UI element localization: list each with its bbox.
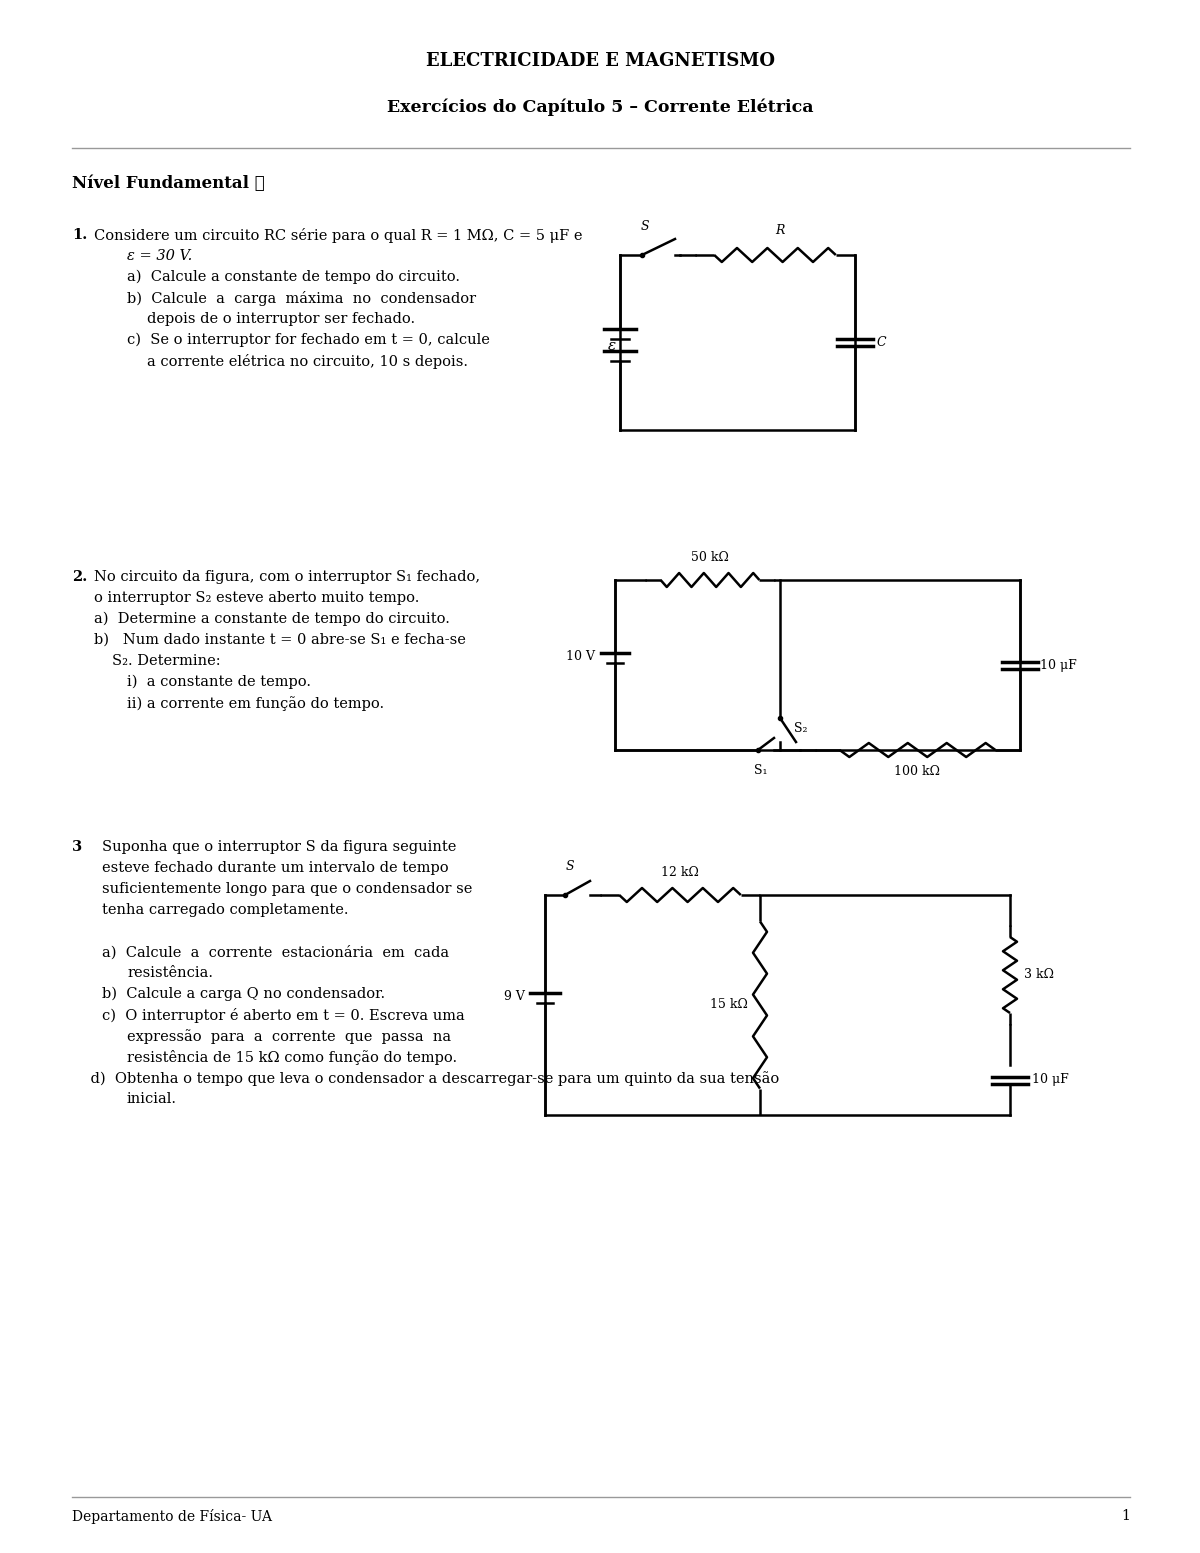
Text: 3 kΩ: 3 kΩ	[1024, 969, 1054, 981]
Text: 2.: 2.	[72, 570, 88, 584]
Text: 12 kΩ: 12 kΩ	[661, 867, 698, 879]
Text: 10 V: 10 V	[566, 651, 595, 663]
Text: Nível Fundamental Ⓕ: Nível Fundamental Ⓕ	[72, 175, 265, 193]
Text: 100 kΩ: 100 kΩ	[894, 766, 941, 778]
Text: esteve fechado durante um intervalo de tempo: esteve fechado durante um intervalo de t…	[102, 860, 449, 874]
Text: ii) a corrente em função do tempo.: ii) a corrente em função do tempo.	[127, 696, 384, 711]
Text: 10 μF: 10 μF	[1040, 658, 1076, 671]
Text: 3: 3	[72, 840, 82, 854]
Text: ε = 30 V.: ε = 30 V.	[127, 248, 192, 262]
Text: a)  Calcule a constante de tempo do circuito.: a) Calcule a constante de tempo do circu…	[127, 270, 460, 284]
Text: resistência de 15 kΩ como função do tempo.: resistência de 15 kΩ como função do temp…	[127, 1050, 457, 1065]
Text: a)  Calcule  a  corrente  estacionária  em  cada: a) Calcule a corrente estacionária em ca…	[102, 944, 449, 960]
Text: Exercícios do Capítulo 5 – Corrente Elétrica: Exercícios do Capítulo 5 – Corrente Elét…	[386, 98, 814, 115]
Text: S₂. Determine:: S₂. Determine:	[112, 654, 221, 668]
Text: 15 kΩ: 15 kΩ	[710, 999, 748, 1011]
Text: S: S	[641, 221, 649, 233]
Text: Suponha que o interruptor S da figura seguinte: Suponha que o interruptor S da figura se…	[102, 840, 456, 854]
Text: b)  Calcule a carga Q no condensador.: b) Calcule a carga Q no condensador.	[102, 988, 385, 1002]
Text: suficientemente longo para que o condensador se: suficientemente longo para que o condens…	[102, 882, 473, 896]
Text: S: S	[565, 860, 575, 873]
Text: 1: 1	[1121, 1510, 1130, 1523]
Text: resistência.: resistência.	[127, 966, 214, 980]
Text: c)  O interruptor é aberto em t = 0. Escreva uma: c) O interruptor é aberto em t = 0. Escr…	[102, 1008, 464, 1023]
Text: ELECTRICIDADE E MAGNETISMO: ELECTRICIDADE E MAGNETISMO	[426, 51, 774, 70]
Text: a)  Determine a constante de tempo do circuito.: a) Determine a constante de tempo do cir…	[94, 612, 450, 626]
Text: 9 V: 9 V	[504, 991, 526, 1003]
Text: 10 μF: 10 μF	[1032, 1073, 1069, 1087]
Text: d)  Obtenha o tempo que leva o condensador a descarregar-se para um quinto da su: d) Obtenha o tempo que leva o condensado…	[72, 1072, 779, 1086]
Text: a corrente elétrica no circuito, 10 s depois.: a corrente elétrica no circuito, 10 s de…	[148, 354, 468, 370]
Text: b)  Calcule  a  carga  máxima  no  condensador: b) Calcule a carga máxima no condensador	[127, 290, 476, 306]
Text: Considere um circuito RC série para o qual R = 1 MΩ, C = 5 μF e: Considere um circuito RC série para o qu…	[94, 228, 582, 242]
Text: ε: ε	[608, 339, 616, 353]
Text: expressão  para  a  corrente  que  passa  na: expressão para a corrente que passa na	[127, 1030, 451, 1044]
Text: S₂: S₂	[794, 722, 808, 736]
Text: S₁: S₁	[755, 764, 768, 776]
Text: o interruptor S₂ esteve aberto muito tempo.: o interruptor S₂ esteve aberto muito tem…	[94, 592, 419, 606]
Text: inicial.: inicial.	[127, 1092, 178, 1106]
Text: No circuito da figura, com o interruptor S₁ fechado,: No circuito da figura, com o interruptor…	[94, 570, 480, 584]
Text: i)  a constante de tempo.: i) a constante de tempo.	[127, 676, 311, 690]
Text: 1.: 1.	[72, 228, 88, 242]
Text: 50 kΩ: 50 kΩ	[691, 551, 728, 564]
Text: tenha carregado completamente.: tenha carregado completamente.	[102, 902, 348, 916]
Text: Departamento de Física- UA: Departamento de Física- UA	[72, 1510, 272, 1523]
Text: b)   Num dado instante t = 0 abre-se S₁ e fecha-se: b) Num dado instante t = 0 abre-se S₁ e …	[94, 634, 466, 648]
Text: depois de o interruptor ser fechado.: depois de o interruptor ser fechado.	[148, 312, 415, 326]
Text: c)  Se o interruptor for fechado em t = 0, calcule: c) Se o interruptor for fechado em t = 0…	[127, 332, 490, 348]
Text: R: R	[775, 224, 785, 238]
Text: C: C	[877, 335, 887, 349]
